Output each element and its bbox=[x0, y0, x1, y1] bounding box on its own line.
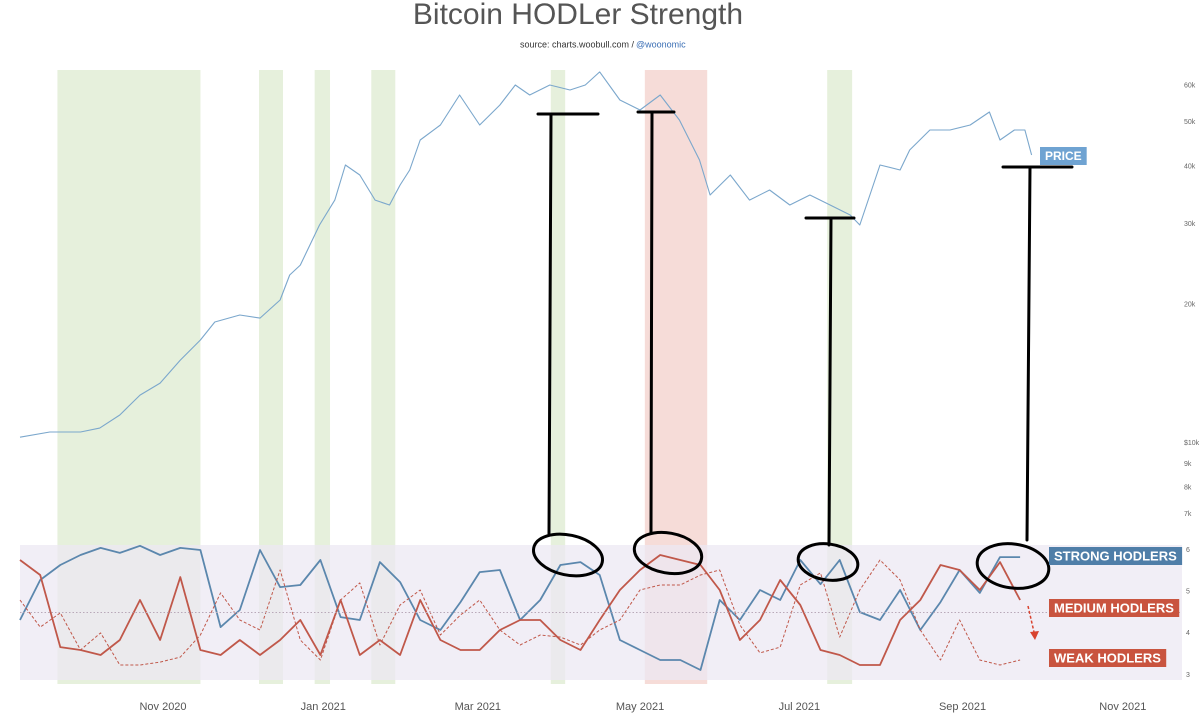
x-tick-label: May 2021 bbox=[616, 701, 664, 713]
annotation-ellipse bbox=[796, 542, 860, 582]
y2-tick-label: 5 bbox=[1186, 589, 1190, 596]
chart-title: Bitcoin HODLer Strength bbox=[413, 0, 743, 31]
subtitle-handle: @woonomic bbox=[636, 39, 686, 49]
series-label-box bbox=[1049, 649, 1167, 667]
subtitle-source: source: charts.woobull.com / bbox=[520, 39, 635, 49]
annotation-line bbox=[636, 110, 676, 534]
series-label: STRONG HODLERS bbox=[1054, 548, 1177, 563]
series-labels: PRICE STRONG HODLERS MEDIUM HODLERS WEAK HO… bbox=[1040, 147, 1183, 667]
annotation-ellipse bbox=[532, 532, 604, 578]
y-tick-label: 60k bbox=[1184, 83, 1196, 90]
band bbox=[314, 70, 331, 684]
annotation-ellipse bbox=[632, 530, 704, 576]
arrow-head bbox=[1030, 631, 1039, 640]
y2-tick-label: 3 bbox=[1186, 672, 1190, 679]
series-label: PRICE bbox=[1045, 149, 1082, 163]
series-line bbox=[19, 554, 1021, 666]
y-tick-label: 7k bbox=[1184, 511, 1192, 518]
series-label-box bbox=[1049, 547, 1183, 565]
band bbox=[371, 70, 396, 684]
series-label: WEAK HODLERS bbox=[1054, 650, 1161, 665]
y2-tick-label: 6 bbox=[1186, 547, 1190, 554]
series-line bbox=[19, 71, 1033, 438]
x-tick-label: Mar 2021 bbox=[455, 701, 501, 713]
y-tick-label: 20k bbox=[1184, 302, 1196, 309]
y-tick-label: 8k bbox=[1184, 484, 1192, 491]
x-tick-label: Nov 2021 bbox=[1099, 701, 1146, 713]
ticks: Nov 2020 Jan 2021 Mar 2021 May 2021 Jul 2021… bbox=[20, 83, 1200, 713]
series-label-box bbox=[1040, 147, 1087, 165]
y-tick-label: $10k bbox=[1184, 440, 1200, 447]
y-tick-label: 9k bbox=[1184, 461, 1192, 468]
series-label: MEDIUM HODLERS bbox=[1054, 600, 1174, 615]
y-tick-label: 30k bbox=[1184, 221, 1196, 228]
annotation-line bbox=[536, 112, 600, 537]
y-tick-label: 40k bbox=[1184, 164, 1196, 171]
y-tick-label: 50k bbox=[1184, 119, 1196, 126]
x-tick-label: Sep 2021 bbox=[939, 701, 986, 713]
series-label-box bbox=[1049, 599, 1180, 617]
band bbox=[550, 70, 566, 684]
annotation-line bbox=[1001, 165, 1074, 542]
x-tick-label: Jan 2021 bbox=[301, 701, 346, 713]
x-tick-label: Nov 2020 bbox=[139, 701, 186, 713]
lines bbox=[19, 71, 1033, 671]
x-tick-label: Jul 2021 bbox=[779, 701, 821, 713]
arrow bbox=[1027, 605, 1035, 633]
annotation-line bbox=[804, 216, 856, 547]
annotation-ellipse bbox=[975, 542, 1051, 590]
annotations bbox=[532, 110, 1074, 590]
band bbox=[258, 70, 283, 684]
series-line bbox=[19, 559, 1021, 666]
y2-tick-label: 4 bbox=[1186, 630, 1190, 637]
